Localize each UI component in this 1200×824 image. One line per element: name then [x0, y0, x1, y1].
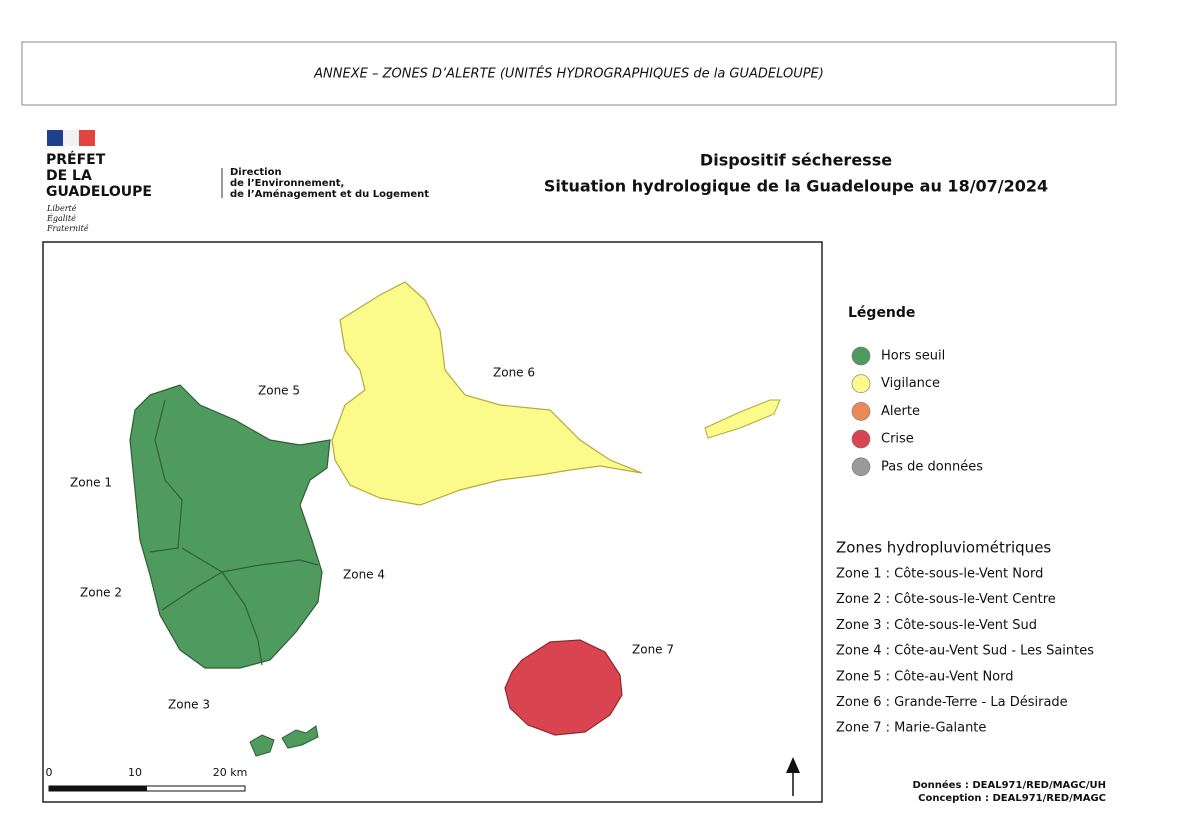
- map-frame: [42, 241, 823, 803]
- title-line: Situation hydrologique de la Guadeloupe …: [544, 177, 1048, 196]
- legend-label: Pas de données: [881, 459, 983, 474]
- zones-list: Zone 1 : Côte-sous-le-Vent Nord Zone 2 : …: [836, 567, 1094, 736]
- legend-swatch: [851, 346, 871, 366]
- zone-label: Zone 3: [168, 698, 210, 712]
- header-box: [21, 41, 1117, 106]
- legend-label: Alerte: [881, 404, 920, 419]
- direction-line: Direction: [230, 167, 282, 178]
- zone-label: Zone 6: [493, 366, 535, 380]
- logo: PRÉFET DE LA GUADELOUPE Liberté Égalité …: [46, 130, 152, 233]
- scale-bar-segment: [49, 786, 147, 791]
- zone-label: Zone 5: [258, 384, 300, 398]
- zone-boundary: [149, 399, 183, 553]
- zone-label: Zone 4: [343, 568, 385, 582]
- island-basse-terre: [129, 384, 331, 669]
- direction-line: de l’Environnement,: [230, 178, 344, 189]
- flag-white: [63, 130, 79, 146]
- zone-boundary: [221, 571, 263, 666]
- island-desirade: [704, 399, 781, 439]
- zone-item: Zone 1 : Côte-sous-le-Vent Nord: [836, 567, 1043, 582]
- logo-motto: Fraternité: [46, 224, 89, 233]
- north-arrow: [786, 757, 800, 796]
- legend-label: Crise: [881, 432, 914, 447]
- legend-label: Vigilance: [881, 376, 940, 391]
- zone-boundaries: [149, 399, 319, 666]
- scale-label: 10: [128, 766, 142, 779]
- zone-item: Zone 5 : Côte-au-Vent Nord: [836, 669, 1014, 684]
- legend-title: Légende: [848, 305, 915, 321]
- logo-line: DE LA: [46, 168, 92, 184]
- title-line: Dispositif sécheresse: [700, 151, 892, 170]
- logo-motto: Égalité: [46, 214, 76, 223]
- zone-labels: Zone 1 Zone 2 Zone 3 Zone 4 Zone 5 Zone 6 Zone…: [70, 366, 674, 712]
- scale-label: 0: [46, 766, 53, 779]
- island-marie-galante: [504, 639, 623, 736]
- credit-line: Données : DEAL971/RED/MAGC/UH: [912, 779, 1106, 791]
- island-les-saintes: [249, 725, 319, 757]
- zone-item: Zone 3 : Côte-sous-le-Vent Sud: [836, 618, 1037, 633]
- zone-boundary: [181, 547, 319, 573]
- zone-boundary: [161, 571, 223, 611]
- island-grande-terre: [331, 281, 643, 506]
- legend-swatch: [851, 457, 871, 477]
- logo-line: PRÉFET: [46, 151, 106, 168]
- zones-title: Zones hydropluviométriques: [836, 539, 1051, 557]
- legend-swatch: [851, 374, 871, 394]
- legend: Hors seuil Vigilance Alerte Crise Pas de don…: [851, 346, 983, 477]
- credit-line: Conception : DEAL971/RED/MAGC: [918, 793, 1106, 804]
- logo-motto: Liberté: [46, 204, 77, 213]
- flag-blue: [47, 130, 63, 146]
- legend-swatch: [851, 429, 871, 449]
- legend-swatch: [851, 402, 871, 421]
- scale-bar: 0 10 20 km: [46, 766, 248, 792]
- direction-line: de l’Aménagement et du Logement: [230, 188, 429, 200]
- zone-item: Zone 7 : Marie-Galante: [836, 721, 986, 736]
- scale-label: 20 km: [213, 766, 248, 779]
- zone-item: Zone 6 : Grande-Terre - La Désirade: [836, 695, 1068, 710]
- flag-red: [79, 130, 95, 146]
- zone-label: Zone 7: [632, 643, 674, 657]
- zone-label: Zone 2: [80, 586, 122, 600]
- legend-label: Hors seuil: [881, 349, 945, 364]
- zone-item: Zone 4 : Côte-au-Vent Sud - Les Saintes: [836, 644, 1094, 659]
- north-arrow-head: [786, 757, 800, 773]
- logo-line: GUADELOUPE: [46, 184, 152, 200]
- zone-label: Zone 1: [70, 476, 112, 490]
- zone-item: Zone 2 : Côte-sous-le-Vent Centre: [836, 592, 1056, 607]
- header-title: ANNEXE – ZONES D’ALERTE (UNITÉS HYDROGRA…: [313, 66, 824, 82]
